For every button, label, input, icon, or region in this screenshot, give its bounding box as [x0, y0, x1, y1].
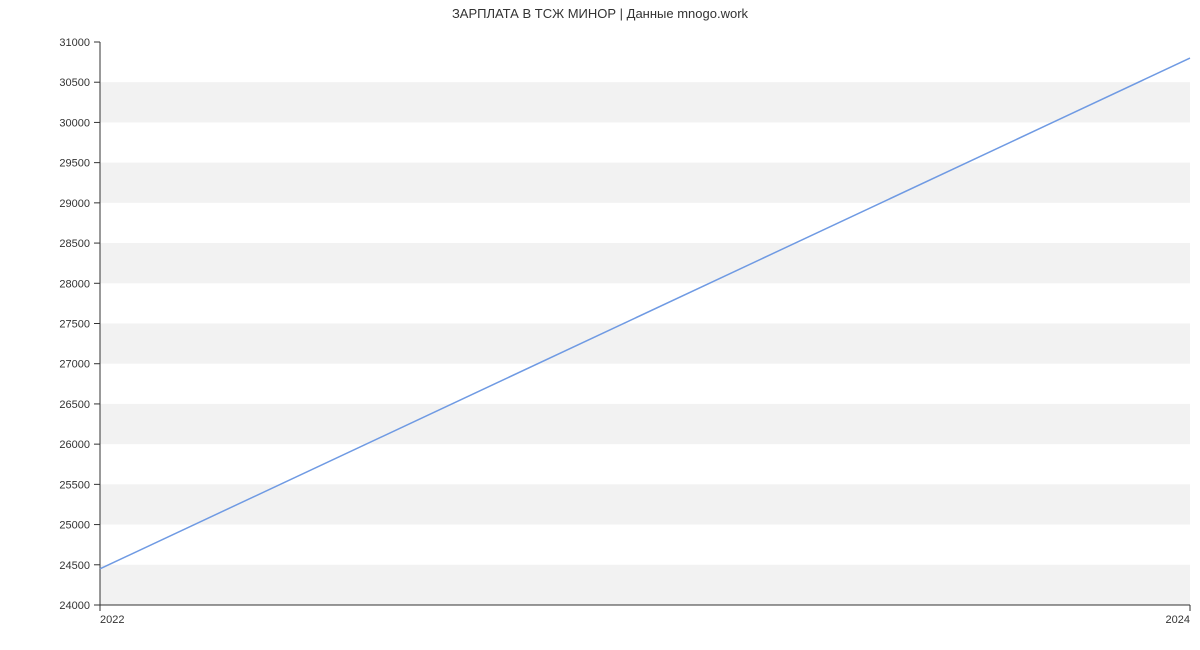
svg-text:25500: 25500: [59, 479, 90, 491]
svg-text:26500: 26500: [59, 399, 90, 411]
salary-line-chart: ЗАРПЛАТА В ТСЖ МИНОР | Данные mnogo.work…: [0, 0, 1200, 650]
chart-svg: 24000 24500 25000 25500 26000 26500 27000 27500…: [0, 0, 1200, 650]
svg-text:2024: 2024: [1166, 614, 1190, 626]
svg-text:26000: 26000: [59, 439, 90, 451]
svg-text:29500: 29500: [59, 158, 90, 170]
svg-text:31000: 31000: [59, 37, 90, 49]
svg-text:28000: 28000: [59, 278, 90, 290]
chart-title: ЗАРПЛАТА В ТСЖ МИНОР | Данные mnogo.work: [0, 6, 1200, 21]
svg-text:27000: 27000: [59, 359, 90, 371]
svg-text:24500: 24500: [59, 560, 90, 572]
svg-text:25000: 25000: [59, 520, 90, 532]
svg-text:30000: 30000: [59, 117, 90, 129]
svg-text:24000: 24000: [59, 600, 90, 612]
svg-text:27500: 27500: [59, 319, 90, 331]
svg-text:29000: 29000: [59, 198, 90, 210]
svg-text:2022: 2022: [100, 614, 124, 626]
svg-text:28500: 28500: [59, 238, 90, 250]
svg-text:30500: 30500: [59, 77, 90, 89]
